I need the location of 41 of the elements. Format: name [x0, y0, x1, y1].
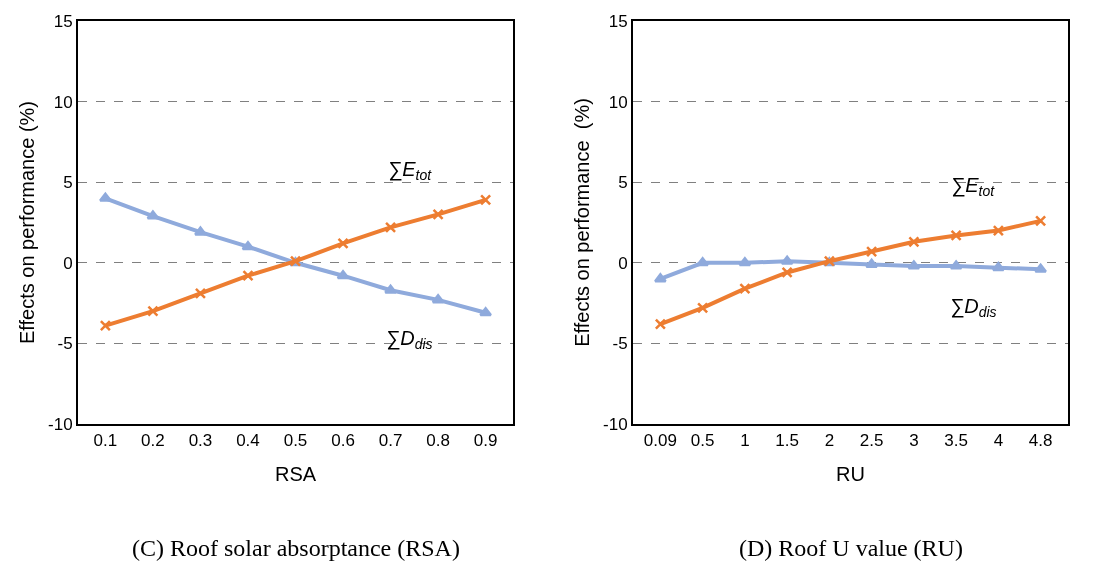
y-tick-label: 10 — [608, 92, 628, 112]
text: (D) Roof U value (RU) — [739, 535, 963, 561]
x-tick-label: 0.5 — [690, 431, 715, 451]
x-axis-title: RSA — [274, 463, 317, 486]
x-tick-label: 0.3 — [188, 431, 213, 451]
text: (C) Roof solar absorptance (RSA) — [132, 535, 460, 561]
y-tick-label: -10 — [603, 414, 628, 434]
x-tick-label: 0.09 — [643, 431, 677, 451]
x-tick-label: 0.9 — [473, 431, 498, 451]
x-tick-label: 1.5 — [775, 431, 799, 451]
y-tick-label: 15 — [608, 11, 628, 31]
x-tick-label: 1 — [740, 431, 750, 451]
x-tick-label: 2 — [824, 431, 835, 451]
x-tick-label: 0.6 — [331, 431, 355, 451]
y-axis-title: Effects on performance (%) — [571, 98, 594, 347]
y-tick-label: 5 — [63, 173, 73, 193]
x-tick-label: 0.7 — [378, 431, 403, 451]
x-tick-label: 0.5 — [283, 431, 308, 451]
y-tick-label: 0 — [618, 253, 628, 273]
y-tick-label: 15 — [53, 11, 73, 31]
x-tick-label: 3.5 — [944, 431, 968, 451]
series-label: ∑E$_{tot}$ — [388, 158, 433, 184]
y-tick-label: 0 — [63, 253, 73, 273]
x-tick-label: 0.4 — [236, 431, 260, 451]
x-tick-label: 3 — [909, 431, 919, 451]
y-tick-label: -10 — [48, 414, 73, 434]
series-label: ∑D$_{dis}$ — [950, 295, 997, 321]
x-tick-label: 4 — [993, 431, 1004, 451]
y-tick-label: 5 — [618, 173, 628, 193]
y-tick-label: 10 — [53, 92, 73, 112]
x-tick-label: 2.5 — [859, 431, 884, 451]
x-tick-label: 4.8 — [1028, 431, 1053, 451]
x-tick-label: 0.8 — [426, 431, 450, 451]
series-label: ∑D$_{dis}$ — [386, 327, 433, 353]
y-tick-label: -5 — [57, 334, 73, 354]
series-label: ∑E$_{tot}$ — [951, 174, 996, 200]
y-tick-label: -5 — [612, 334, 628, 354]
x-tick-label: 0.2 — [141, 431, 165, 451]
y-axis-title: Effects on performance (%) — [16, 100, 39, 345]
x-tick-label: 0.1 — [93, 431, 118, 451]
x-axis-title: RU — [836, 463, 865, 486]
